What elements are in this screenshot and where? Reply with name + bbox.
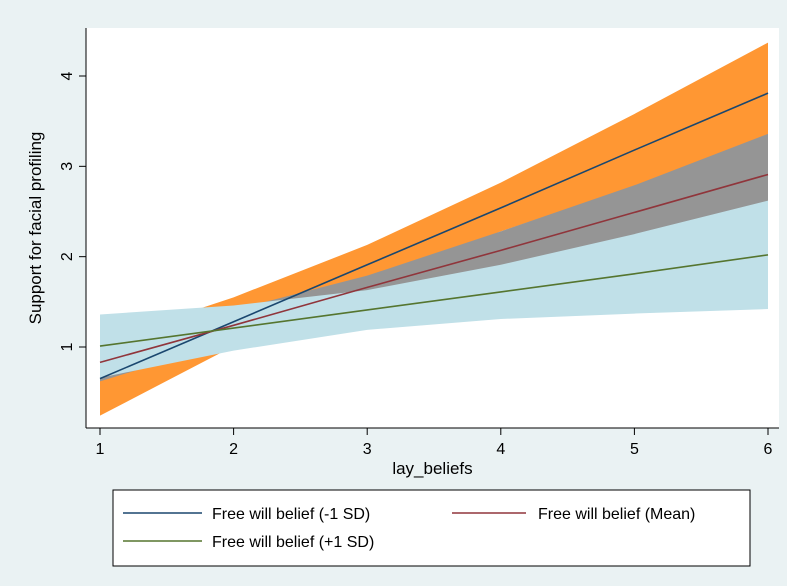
y-tick-label: 4 [59,71,76,80]
y-tick-label: 2 [59,252,76,261]
ci-band-plus1 [100,200,768,378]
x-tick-label: 5 [630,441,639,458]
x-tick-label: 4 [496,441,505,458]
x-tick-label: 2 [229,441,238,458]
y-tick-label: 1 [59,342,76,351]
y-axis-label: Support for facial profiling [26,132,45,325]
legend: Free will belief (-1 SD) Free will belief… [112,489,751,567]
x-tick-label: 3 [363,441,372,458]
y-tick-label: 3 [59,162,76,171]
x-axis-label: lay_beliefs [392,459,472,478]
confidence-bands [100,42,768,416]
legend-label-mean: Free will belief (Mean) [538,506,695,523]
series-line-plus1 [99,254,769,347]
legend-label-plus1: Free will belief (+1 SD) [212,534,374,551]
legend-box [112,489,751,567]
series-lines [99,92,769,380]
x-tick-label: 1 [96,441,105,458]
legend-label-minus1: Free will belief (-1 SD) [212,506,370,523]
x-tick-label: 6 [764,441,773,458]
axes: 1 2 3 4 5 6 1 2 3 4 [59,28,779,458]
